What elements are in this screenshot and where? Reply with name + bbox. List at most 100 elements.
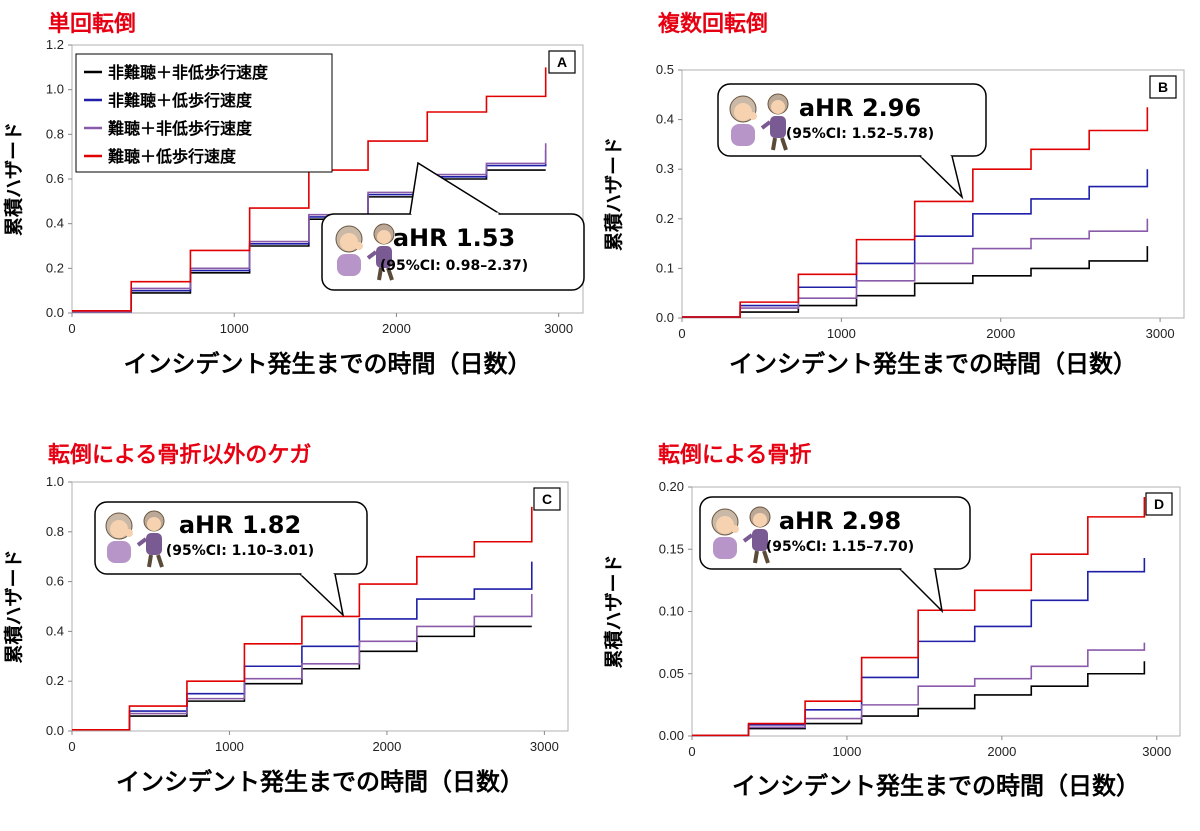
panel-letter-box xyxy=(533,487,561,511)
y-tick-label: 1.0 xyxy=(46,474,64,489)
plot-frame xyxy=(681,69,1185,319)
face-shape xyxy=(340,233,358,251)
body-shape xyxy=(713,537,737,559)
panel-b-title: 複数回転倒 xyxy=(658,12,769,37)
y-tick-label: 0.2 xyxy=(656,211,674,226)
y-tick-label: 0.20 xyxy=(659,479,684,494)
x-tick-label: 0 xyxy=(678,326,685,341)
panel-letter-box xyxy=(1145,492,1173,516)
chart-d: 0.00 0.05 0.10 0.15 0.20 0 1000 2000 3000インシデント発… xyxy=(602,479,1181,800)
y-tick-label: 0.0 xyxy=(46,305,64,320)
x-tick-label: 2000 xyxy=(986,326,1015,341)
body-shape xyxy=(107,541,131,563)
chart-b: 0.0 0.1 0.2 0.3 0.4 0.5 0 1000 2000 3000 インシデント発生ま… xyxy=(602,62,1185,378)
body-shape xyxy=(752,529,768,551)
y-tick-label: 0.5 xyxy=(656,62,674,77)
x-tick-label: 1000 xyxy=(827,326,856,341)
face-shape xyxy=(734,103,752,121)
y-tick-label: 0.1 xyxy=(656,260,674,275)
hr-value: aHR 1.82 xyxy=(179,511,301,539)
hr-ci: (95%CI: 1.15–7.70) xyxy=(766,539,914,555)
leg-shape xyxy=(780,137,788,151)
series-line-3 xyxy=(692,496,1146,737)
y-axis-label: 累積ハザード xyxy=(2,549,25,663)
x-tick-label: 1000 xyxy=(832,744,861,759)
callout-pointer xyxy=(409,161,501,215)
legend-box xyxy=(75,53,333,173)
legend-label: 難聴＋低歩行速度 xyxy=(108,147,237,166)
x-tick-label: 2000 xyxy=(372,739,401,754)
panel-letter: C xyxy=(542,491,552,507)
leg-shape xyxy=(386,267,394,281)
people-illustration xyxy=(105,510,165,568)
arm-shape xyxy=(366,250,378,260)
x-axis-label: インシデント発生までの時間（日数） xyxy=(729,350,1137,378)
hand-shape xyxy=(355,242,363,250)
y-tick-label: 0.8 xyxy=(46,126,64,141)
panel-a-title: 単回転倒 xyxy=(48,12,137,37)
leg-shape xyxy=(762,550,770,564)
leg-shape xyxy=(147,554,153,568)
hr-ci: (95%CI: 0.98–2.37) xyxy=(380,258,528,274)
people-illustration xyxy=(335,223,395,281)
legend-label: 非難聴＋低歩行速度 xyxy=(108,91,253,110)
y-tick-label: 0.4 xyxy=(656,112,674,127)
x-tick-label: 3000 xyxy=(530,739,559,754)
face-shape xyxy=(147,517,161,531)
face-shape xyxy=(377,230,391,244)
body-shape xyxy=(731,124,755,146)
y-axis-label: 累積ハザード xyxy=(602,554,625,668)
callout-pointer xyxy=(919,155,964,200)
hr-value: aHR 2.96 xyxy=(799,94,921,122)
y-tick-label: 1.0 xyxy=(46,82,64,97)
y-tick-label: 0.05 xyxy=(659,666,684,681)
panel-c: 転倒による骨折以外のケガ 0.0 0.2 0.4 0.6 0.8 1.0 0 1000 2000… xyxy=(0,415,600,831)
panel-a: 単回転倒 0.0 0.2 0.4 0.6 0.8 1.0 1.2 0 1000 2000 3000 イ… xyxy=(0,0,600,415)
legend-label: 難聴＋非低歩行速度 xyxy=(108,119,253,138)
panel-letter-box xyxy=(548,50,576,74)
y-tick-label: 0.6 xyxy=(46,171,64,186)
body-shape xyxy=(337,254,361,276)
hr-value: aHR 2.98 xyxy=(779,507,901,535)
hr-ci: (95%CI: 1.52–5.78) xyxy=(786,126,934,142)
callout-pointer xyxy=(899,568,944,614)
series-line-2 xyxy=(692,642,1146,737)
x-tick-label: 3000 xyxy=(1142,744,1171,759)
hr-value: aHR 1.53 xyxy=(393,224,515,252)
series-line-0 xyxy=(682,246,1149,318)
x-tick-label: 2000 xyxy=(987,744,1016,759)
x-axis-label: インシデント発生までの時間（日数） xyxy=(116,768,524,796)
body-shape xyxy=(770,116,786,138)
panel-letter: A xyxy=(557,54,567,70)
y-tick-label: 0.2 xyxy=(46,673,64,688)
body-shape xyxy=(376,246,392,268)
y-tick-label: 0.2 xyxy=(46,260,64,275)
y-tick-label: 0.8 xyxy=(46,524,64,539)
y-tick-label: 0.0 xyxy=(46,723,64,738)
x-tick-label: 1000 xyxy=(220,321,249,336)
y-tick-label: 0.0 xyxy=(656,310,674,325)
panel-c-title: 転倒による骨折以外のケガ xyxy=(48,443,312,468)
y-axis-label: 累積ハザード xyxy=(2,122,25,236)
plot-frame xyxy=(71,481,569,732)
series-line-3 xyxy=(72,506,533,731)
face-shape xyxy=(753,513,767,527)
leg-shape xyxy=(377,267,383,281)
series-line-0 xyxy=(692,661,1146,737)
y-tick-label: 0.10 xyxy=(659,604,684,619)
series-line-2 xyxy=(72,143,547,313)
hr-callout: aHR 2.98 (95%CI: 1.15–7.70) xyxy=(699,496,971,614)
y-tick-label: 0.4 xyxy=(46,216,64,231)
legend-label: 非難聴＋非低歩行速度 xyxy=(108,63,269,82)
y-tick-label: 0.4 xyxy=(46,623,64,638)
y-tick-label: 0.15 xyxy=(659,541,684,556)
people-illustration xyxy=(729,93,789,151)
series-line-2 xyxy=(682,218,1149,318)
arm-shape xyxy=(742,533,754,543)
y-tick-label: 0.00 xyxy=(659,728,684,743)
hand-shape xyxy=(731,525,739,533)
hand-shape xyxy=(749,112,757,120)
x-tick-label: 1000 xyxy=(215,739,244,754)
x-tick-label: 2000 xyxy=(382,321,411,336)
